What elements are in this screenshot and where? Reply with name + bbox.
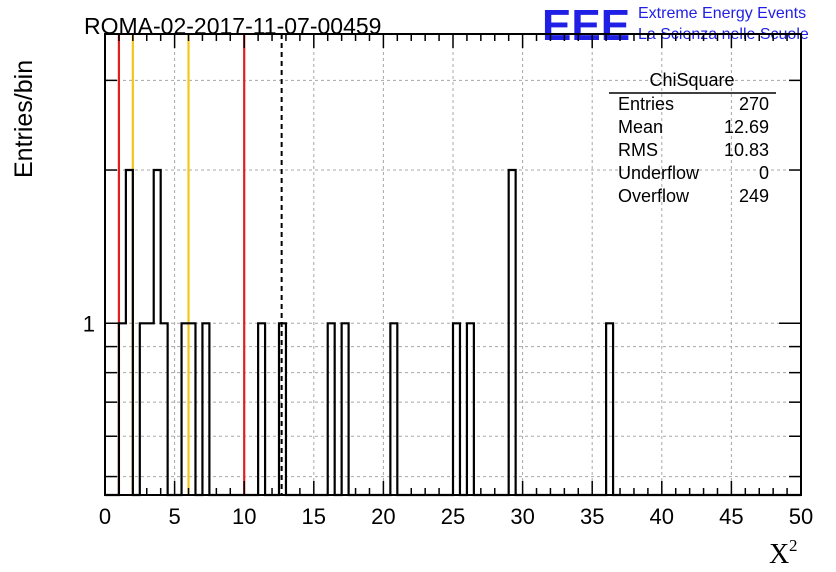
- stats-label: RMS: [618, 140, 658, 160]
- stats-value: 270: [739, 94, 769, 114]
- x-tick-label: 35: [580, 504, 604, 529]
- histogram-outline: [105, 168, 801, 497]
- y-axis-label: Entries/bin: [10, 60, 38, 178]
- x-axis-label-base: X: [769, 539, 789, 570]
- stats-label: Mean: [618, 117, 663, 137]
- stats-box: ChiSquare Entries 270 Mean 12.69 RMS 10.83 Und…: [609, 70, 776, 206]
- histogram-bins: [119, 170, 613, 495]
- stats-label: Underflow: [618, 163, 700, 183]
- x-tick-label: 0: [99, 504, 111, 529]
- x-tick-label: 45: [719, 504, 743, 529]
- stats-box-title: ChiSquare: [649, 70, 734, 90]
- x-tick-label: 15: [302, 504, 326, 529]
- eee-logo: EEE Extreme Energy Events La Scienza nel…: [542, 1, 809, 50]
- x-axis-label: X 2: [769, 536, 798, 570]
- stats-value: 10.83: [724, 140, 769, 160]
- chart-title: ROMA-02-2017-11-07-00459: [84, 13, 381, 39]
- y-tick-label: 1: [83, 311, 95, 336]
- x-tick-label: 30: [510, 504, 534, 529]
- stats-label: Overflow: [618, 186, 690, 206]
- eee-logo-line1: Extreme Energy Events: [638, 5, 806, 22]
- axis-ticks: [104, 34, 802, 495]
- stats-label: Entries: [618, 94, 674, 114]
- x-tick-labels: 0 5 10 15 20 25 30 35 40 45 50: [99, 504, 813, 529]
- stats-value: 0: [759, 163, 769, 183]
- stats-value: 249: [739, 186, 769, 206]
- histogram-bin: [147, 323, 154, 495]
- x-tick-label: 10: [232, 504, 256, 529]
- x-tick-label: 25: [441, 504, 465, 529]
- x-tick-label: 50: [789, 504, 813, 529]
- x-tick-label: 5: [168, 504, 180, 529]
- stats-value: 12.69: [724, 117, 769, 137]
- x-tick-label: 40: [650, 504, 674, 529]
- eee-logo-text: EEE: [542, 1, 630, 50]
- x-axis-label-superscript: 2: [789, 536, 798, 555]
- stats-box-rows: Entries 270 Mean 12.69 RMS 10.83 Underflow 0 Ove…: [618, 94, 769, 206]
- x-tick-label: 20: [371, 504, 395, 529]
- y-tick-labels: 1: [83, 311, 95, 336]
